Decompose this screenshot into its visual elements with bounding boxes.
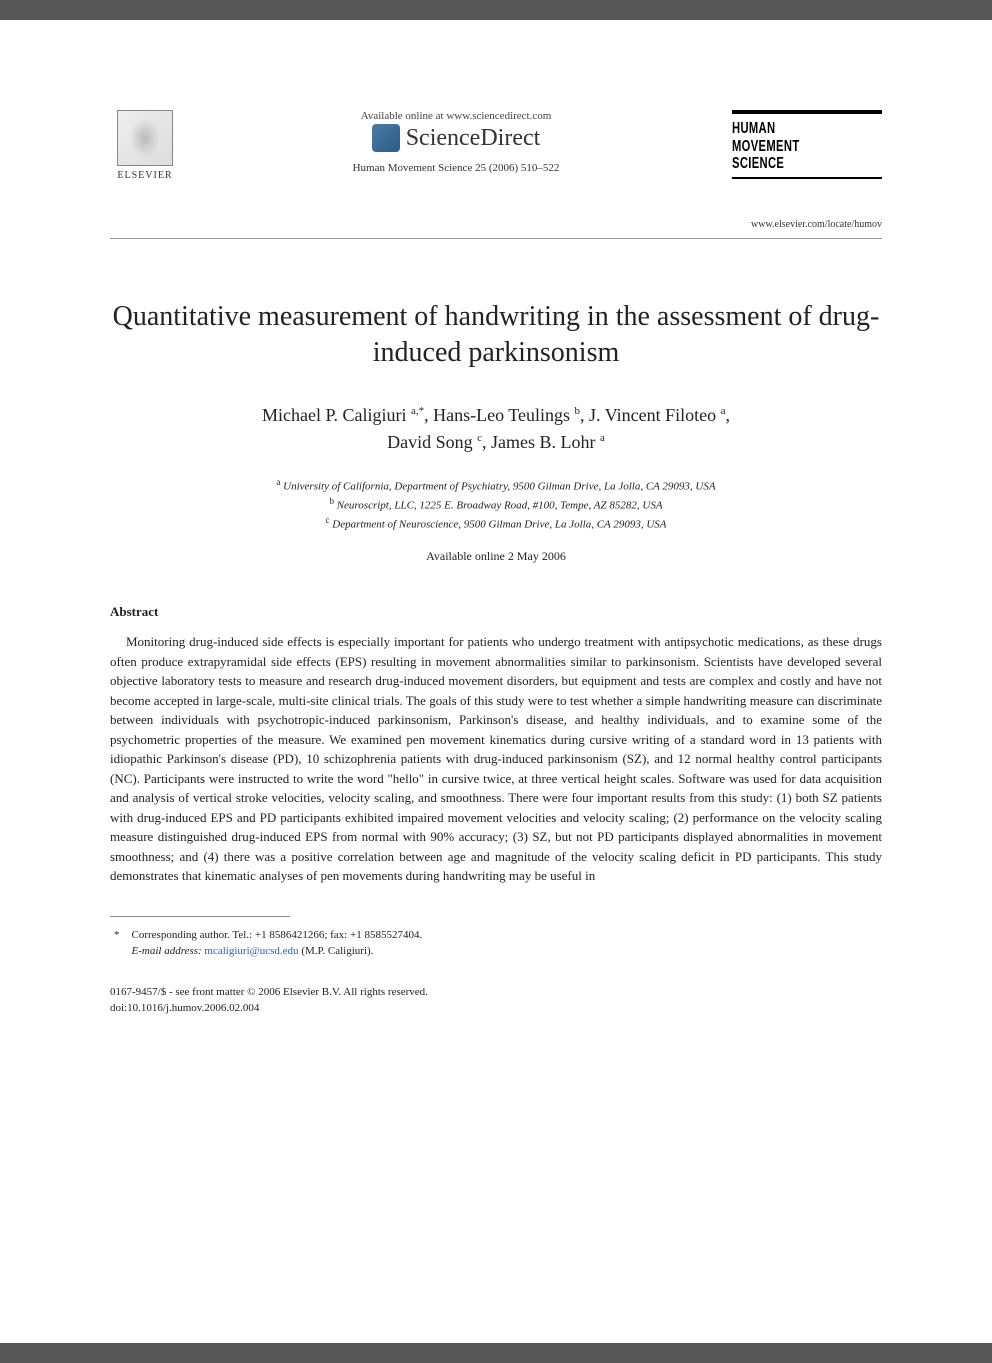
affiliation-b: b Neuroscript, LLC, 1225 E. Broadway Roa… — [110, 495, 882, 514]
sciencedirect-icon — [372, 124, 400, 152]
publisher-name: ELSEVIER — [117, 170, 172, 181]
header-center: Available online at www.sciencedirect.co… — [180, 110, 732, 174]
abstract-heading: Abstract — [110, 604, 882, 620]
affiliations: a University of California, Department o… — [110, 476, 882, 533]
available-online-text: Available online at www.sciencedirect.co… — [361, 110, 552, 122]
journal-title-box: HUMAN MOVEMENT SCIENCE — [732, 110, 882, 179]
email-label: E-mail address: — [132, 945, 202, 957]
page-header: ELSEVIER Available online at www.science… — [110, 110, 882, 239]
affiliation-c: c Department of Neuroscience, 9500 Gilma… — [110, 514, 882, 533]
article-title: Quantitative measurement of handwriting … — [110, 299, 882, 372]
footnote-separator — [110, 916, 290, 917]
corresponding-footnote: * Corresponding author. Tel.: +1 85864212… — [110, 927, 882, 960]
elsevier-tree-icon — [117, 110, 173, 166]
journal-title-line: MOVEMENT — [732, 138, 837, 156]
header-right: HUMAN MOVEMENT SCIENCE www.elsevier.com/… — [732, 110, 882, 230]
copyright-line: 0167-9457/$ - see front matter © 2006 El… — [110, 984, 882, 1001]
doi-line: doi:10.1016/j.humov.2006.02.004 — [110, 1000, 882, 1017]
publisher-block: ELSEVIER — [110, 110, 180, 181]
email-attribution: (M.P. Caligiuri). — [301, 945, 373, 957]
sciencedirect-label: ScienceDirect — [406, 125, 541, 152]
abstract-body: Monitoring drug-induced side effects is … — [110, 632, 882, 886]
journal-reference: Human Movement Science 25 (2006) 510–522 — [353, 162, 560, 174]
footnote-star-icon: * — [114, 929, 120, 941]
journal-url: www.elsevier.com/locate/humov — [732, 219, 882, 230]
journal-page: ELSEVIER Available online at www.science… — [0, 20, 992, 1343]
corresponding-author-text: Corresponding author. Tel.: +1 858642126… — [132, 929, 423, 941]
available-online-date: Available online 2 May 2006 — [110, 549, 882, 564]
journal-title-line: HUMAN — [732, 120, 837, 138]
affiliation-a: a University of California, Department o… — [110, 476, 882, 495]
author-list: Michael P. Caligiuri a,*, Hans-Leo Teuli… — [110, 402, 882, 456]
sciencedirect-brand: ScienceDirect — [372, 124, 541, 152]
journal-title-line: SCIENCE — [732, 155, 837, 173]
copyright-block: 0167-9457/$ - see front matter © 2006 El… — [110, 984, 882, 1017]
corresponding-email-link[interactable]: mcaligiuri@ucsd.edu — [204, 945, 298, 957]
